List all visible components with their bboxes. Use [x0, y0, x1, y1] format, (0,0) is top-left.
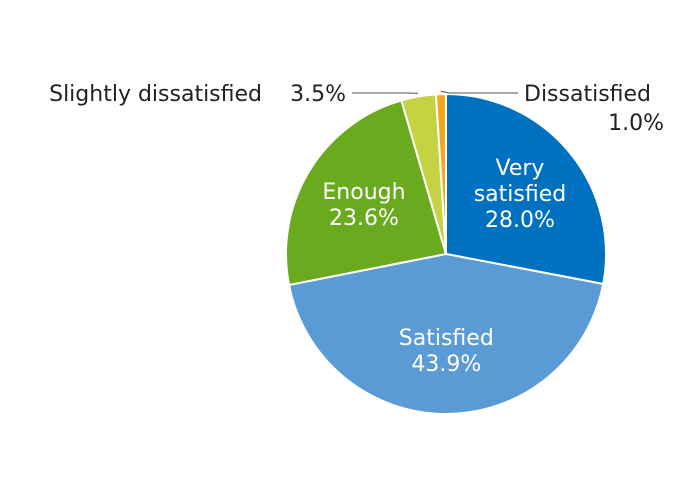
slice-label-enough-name: Enough	[322, 180, 405, 205]
slice-label-satisfied-name: Satisfied	[399, 326, 494, 351]
slice-label-enough-value: 23.6%	[329, 206, 399, 231]
slice-label-very-satisfied-name: satisfied	[474, 182, 567, 207]
pie-slices	[285, 92, 607, 415]
slice-label-slightly-dissatisfied-value: 3.5%	[290, 82, 346, 107]
slice-label-satisfied-value: 43.9%	[411, 352, 481, 377]
slice-label-very-satisfied-value: 28.0%	[485, 208, 555, 233]
pie-slice-enough	[285, 99, 448, 287]
leader-line-dissatisfied	[440, 90, 518, 94]
slice-label-dissatisfied-value: 1.0%	[608, 111, 664, 136]
pie-slice-dissatisfied	[434, 92, 447, 255]
slice-label-dissatisfied-name: Dissatisfied	[524, 82, 651, 107]
leader-lines	[352, 90, 518, 94]
pie-slice-satisfied	[287, 252, 605, 415]
slice-label-slightly-dissatisfied-name: Slightly dissatisfied	[49, 82, 262, 107]
slice-label-very-satisfied-name: Very	[495, 156, 544, 181]
pie-slice-very-satisfied	[445, 92, 607, 286]
